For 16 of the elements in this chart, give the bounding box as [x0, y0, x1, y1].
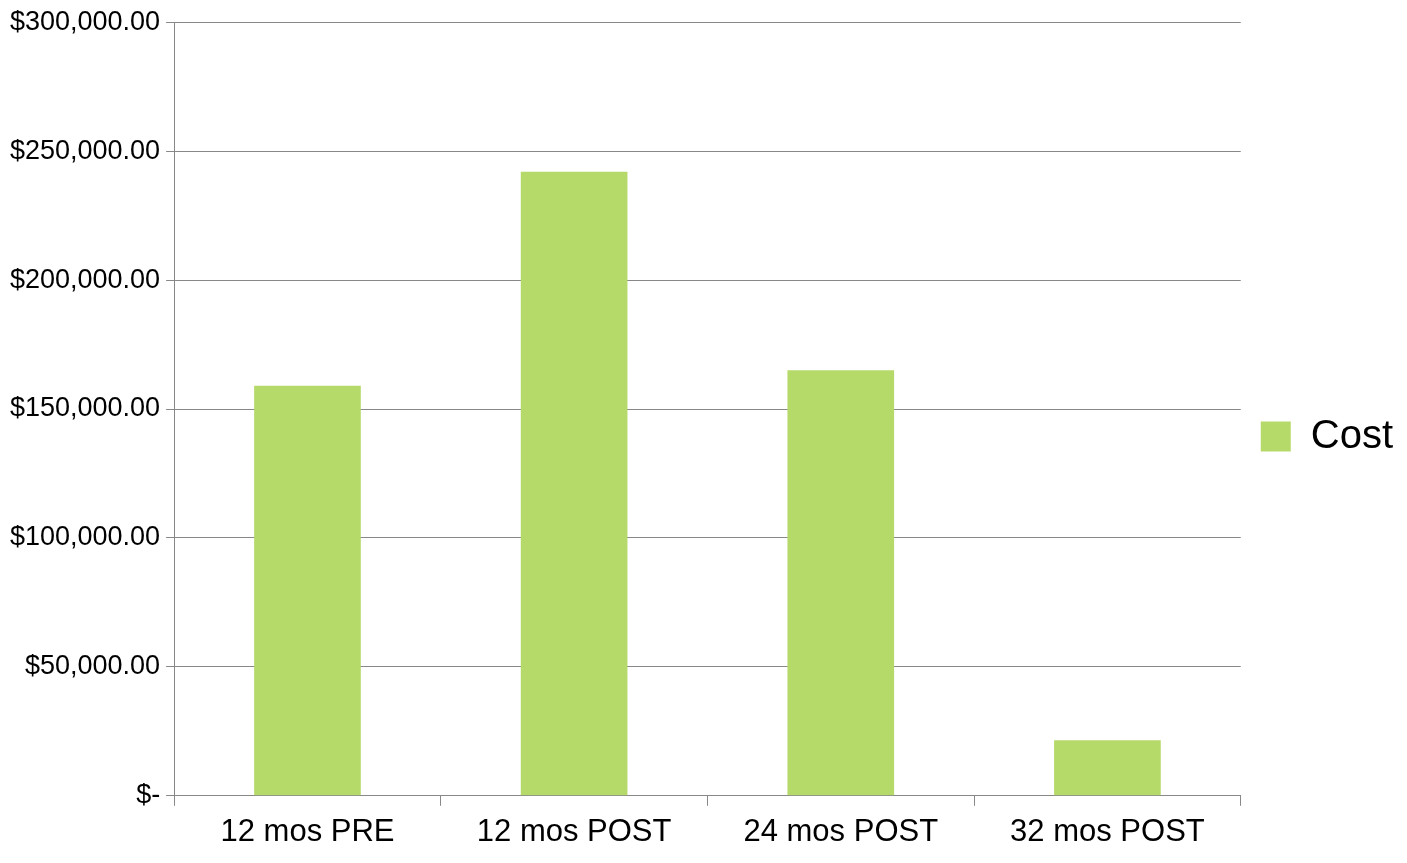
y-tick-label: $300,000.00	[9, 5, 161, 36]
x-tick-label: 12 mos POST	[476, 812, 672, 848]
y-tick-label: $150,000.00	[9, 392, 161, 423]
legend-label: Cost	[1310, 411, 1393, 456]
y-tick-label: $250,000.00	[9, 134, 161, 165]
bar	[787, 370, 895, 796]
y-tick-label: $200,000.00	[9, 263, 161, 294]
y-tick-label: $-	[136, 779, 161, 810]
x-tick-label: 32 mos POST	[1010, 812, 1205, 848]
x-tick-label: 24 mos POST	[743, 812, 939, 848]
y-tick-label: $100,000.00	[9, 521, 161, 552]
x-tick-label: 12 mos PRE	[220, 812, 395, 848]
bar	[520, 171, 628, 796]
bar	[1054, 740, 1161, 796]
bar	[254, 385, 361, 796]
y-tick-label: $50,000.00	[25, 650, 161, 681]
